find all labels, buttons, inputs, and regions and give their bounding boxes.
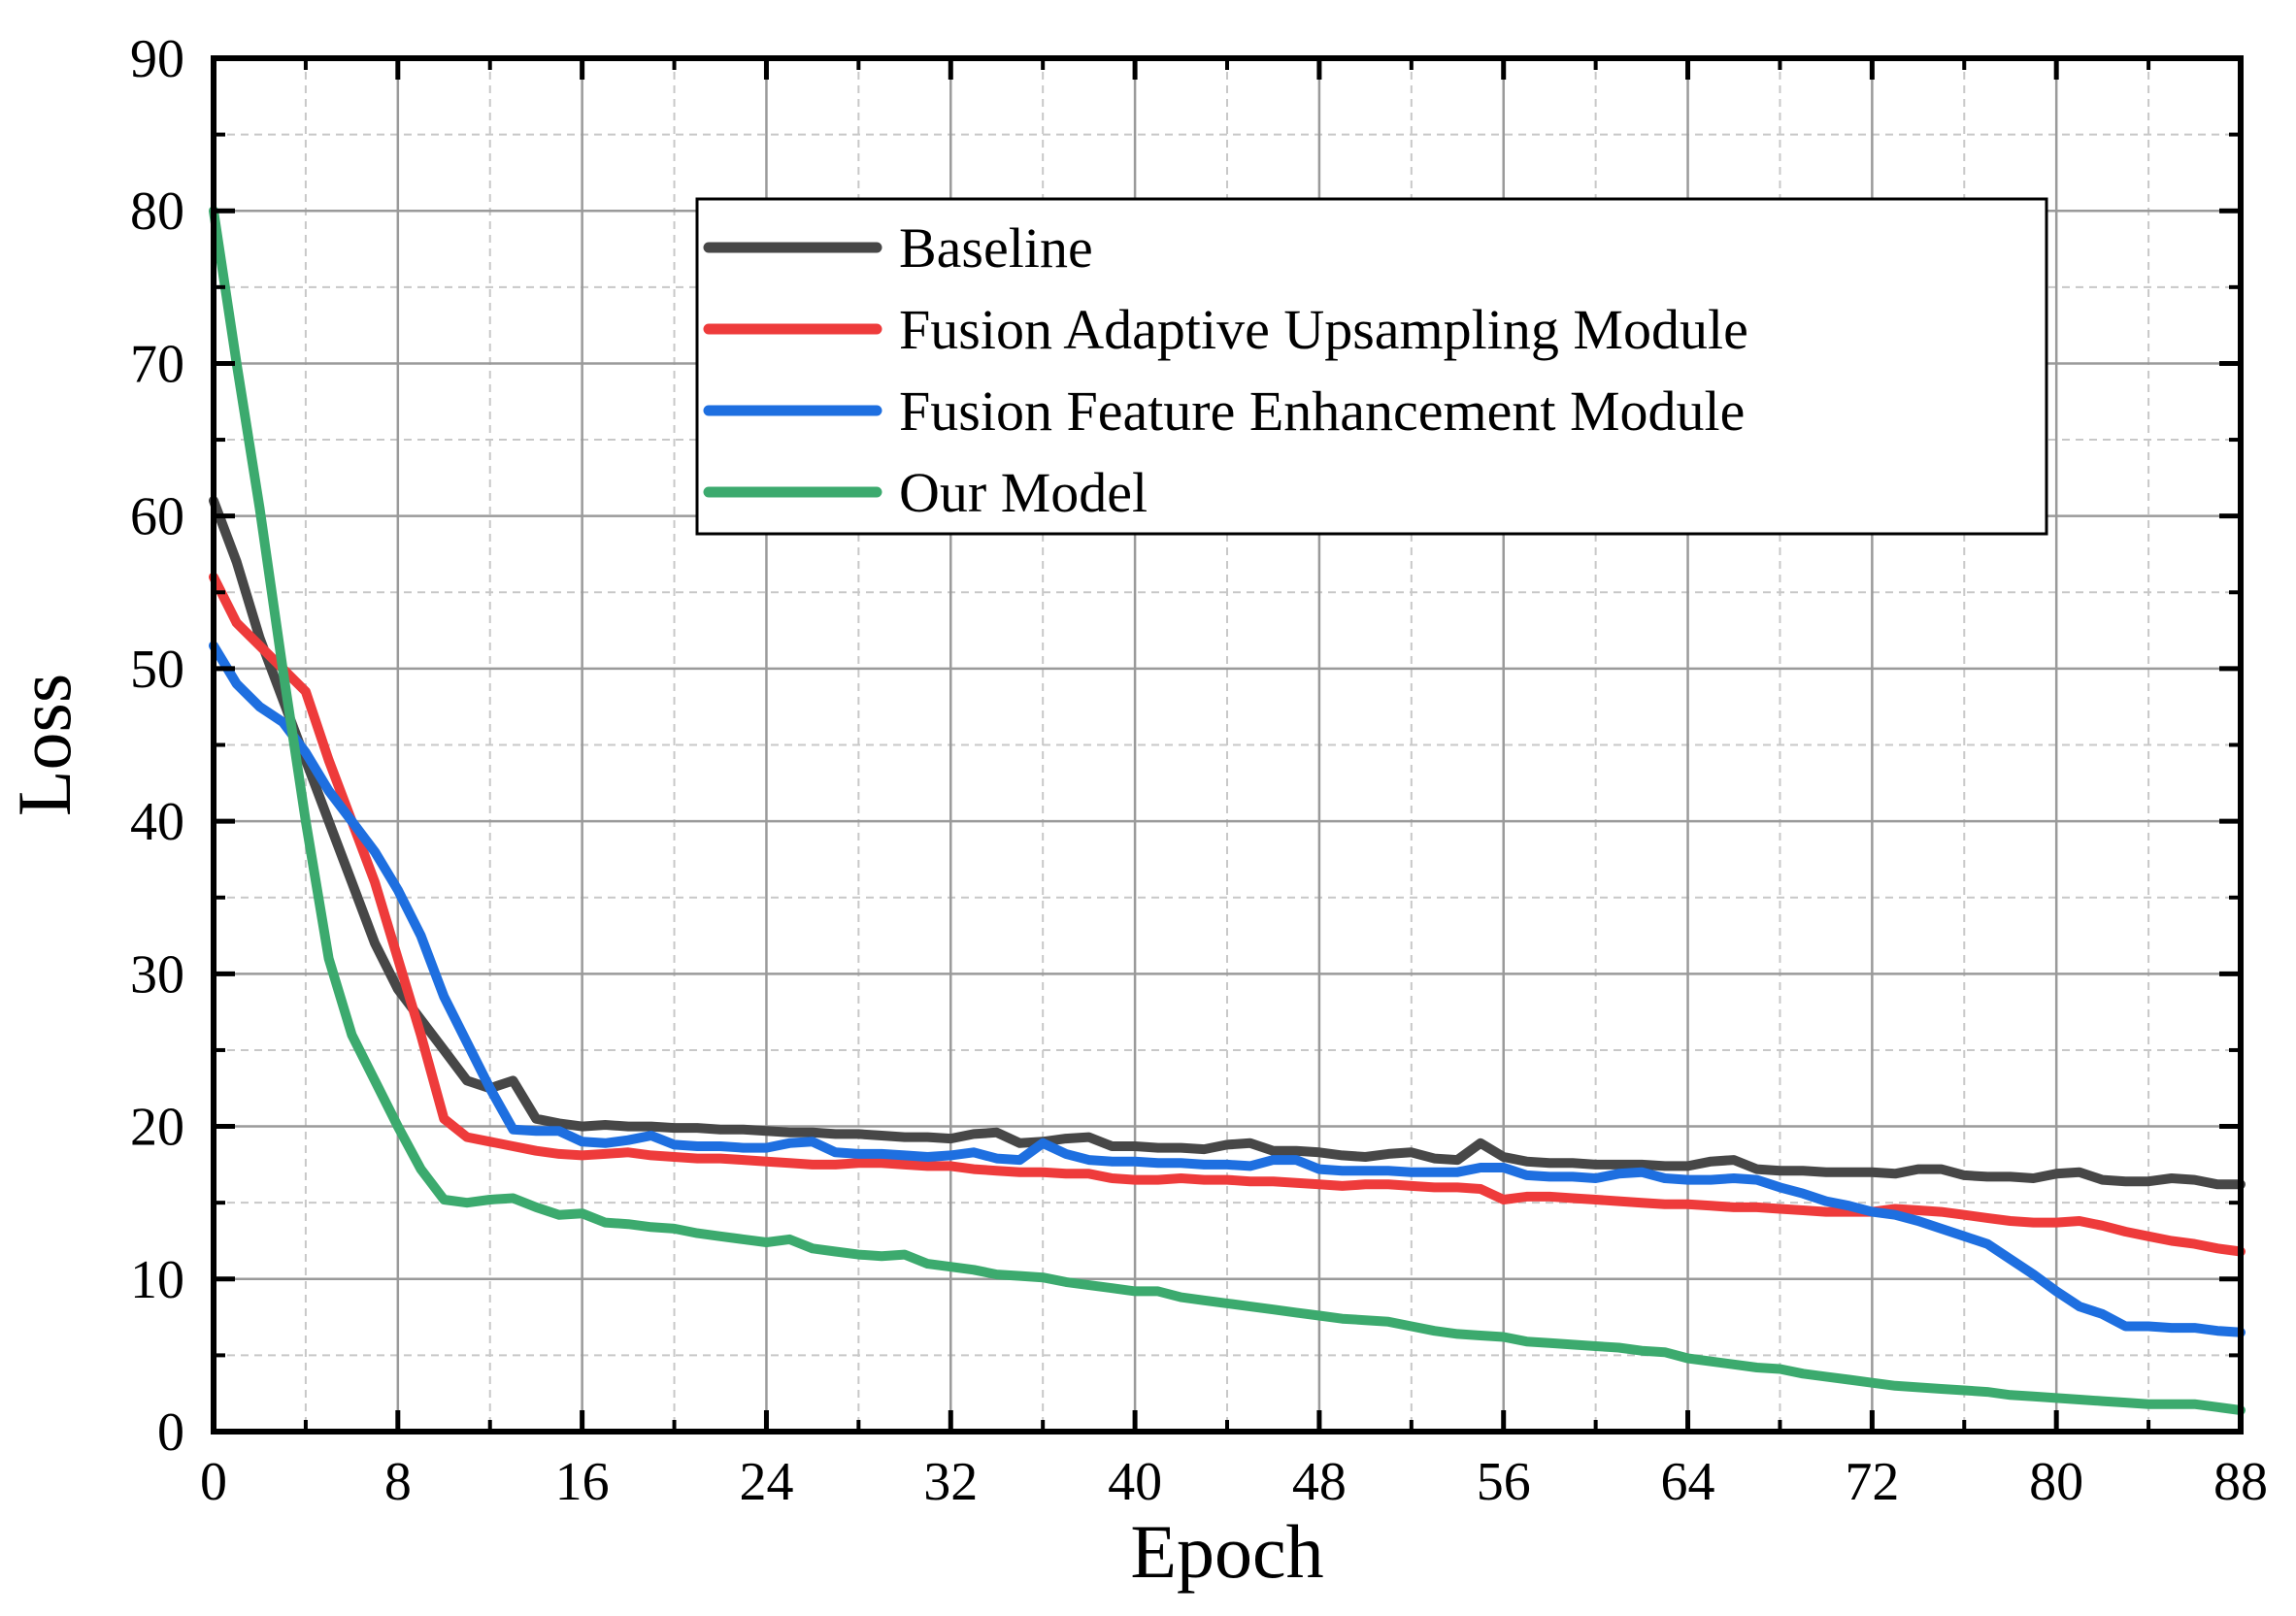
series-line-our-model [209,206,2246,1415]
legend-label-fusion-feature-enhancement-module: Fusion Feature Enhancement Module [899,379,1745,443]
series-line-fusion-feature-enhancement-module [209,641,2246,1337]
series-line-fusion-adaptive-upsampling-module [209,572,2246,1257]
x-tick-label: 88 [2213,1452,2268,1512]
y-tick-label: 0 [157,1402,184,1463]
x-tick-label: 48 [1292,1452,1347,1512]
x-tick-label: 32 [923,1452,978,1512]
x-tick-label: 16 [555,1452,610,1512]
series-line-baseline [209,495,2246,1190]
y-tick-label: 40 [130,792,184,852]
y-tick-labels: 0 10 20 30 40 50 60 70 80 90 [130,29,184,1463]
legend-label-our-model: Our Model [899,461,1148,524]
x-tick-label: 8 [384,1452,412,1512]
y-tick-label: 50 [130,640,184,700]
x-tick-label: 80 [2029,1452,2083,1512]
y-tick-label: 60 [130,487,184,547]
x-tick-label: 40 [1108,1452,1162,1512]
axis-ticks [211,55,2244,1435]
y-tick-label: 20 [130,1098,184,1158]
y-axis-title: Loss [2,674,86,816]
legend-label-baseline: Baseline [899,216,1093,280]
x-axis-title: Epoch [1130,1509,1323,1594]
series-layer [209,206,2246,1415]
legend-box [695,197,2048,536]
y-tick-label: 10 [130,1250,184,1310]
y-tick-label: 80 [130,181,184,242]
y-tick-label: 90 [130,29,184,89]
x-tick-label: 72 [1845,1452,1899,1512]
y-tick-label: 30 [130,944,184,1005]
legend: Baseline Fusion Adaptive Upsampling Modul… [695,197,2048,536]
x-tick-label: 24 [739,1452,793,1512]
x-tick-label: 0 [200,1452,227,1512]
x-tick-labels: 0 8 16 24 32 40 48 56 64 72 80 88 [200,1452,2268,1512]
minor-grid [214,58,2241,1432]
legend-label-fusion-adaptive-upsampling-module: Fusion Adaptive Upsampling Module [899,298,1748,361]
y-tick-label: 70 [130,334,184,394]
x-tick-label: 64 [1661,1452,1715,1512]
x-tick-label: 56 [1477,1452,1531,1512]
